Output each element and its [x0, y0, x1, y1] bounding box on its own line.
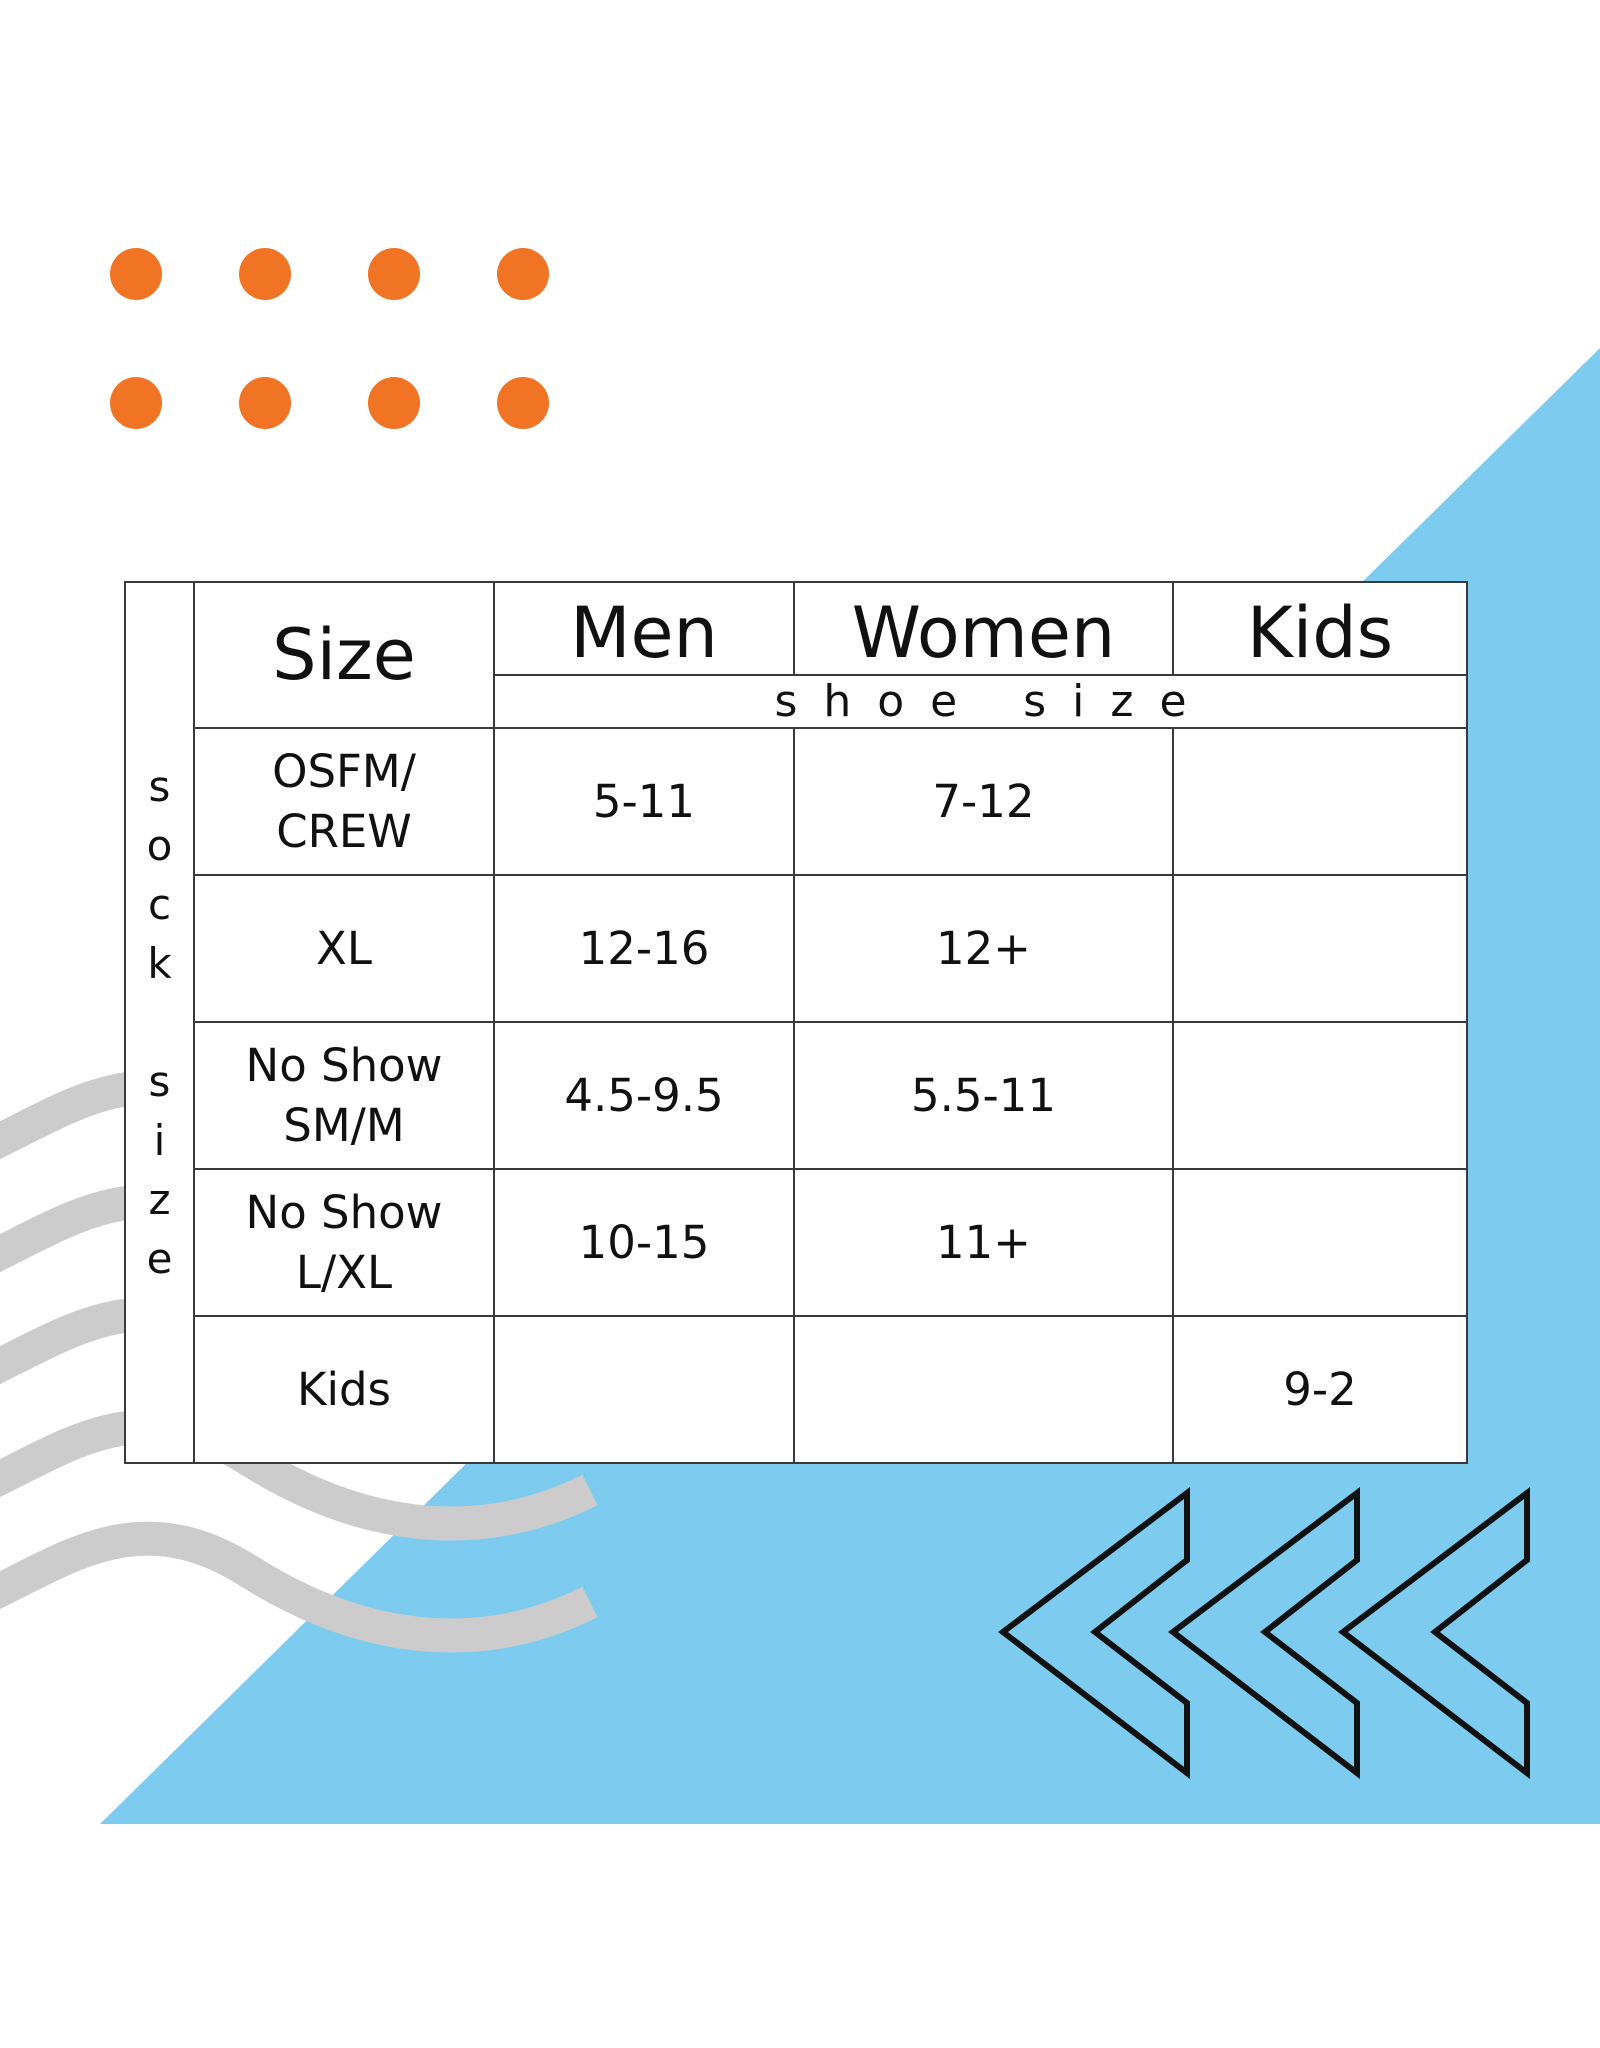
- side-label-letter: s: [148, 1057, 171, 1106]
- size-cell: No Show SM/M: [193, 1021, 495, 1170]
- side-label-letter: i: [153, 1116, 166, 1165]
- circle-icon: [110, 248, 162, 300]
- women-column-header: Women: [793, 581, 1174, 676]
- kids-size-cell: [1172, 1021, 1468, 1170]
- table-row: Kids 9-2: [125, 1315, 1468, 1464]
- double-chevron-left-icon: [1168, 1486, 1360, 1780]
- size-cell: Kids: [193, 1315, 495, 1464]
- women-size-cell: [793, 1315, 1174, 1464]
- chevron-group: [998, 1486, 1530, 1780]
- women-size-cell: 11+: [793, 1168, 1174, 1317]
- side-label-letter: z: [148, 1175, 171, 1224]
- women-size-cell: 12+: [793, 874, 1174, 1023]
- men-size-cell: [493, 1315, 795, 1464]
- side-label-letter: o: [146, 821, 173, 870]
- men-size-cell: 10-15: [493, 1168, 795, 1317]
- circle-icon: [110, 377, 162, 429]
- side-label-letter: s: [148, 762, 171, 811]
- kids-size-cell: [1172, 727, 1468, 876]
- size-column-header: Size: [193, 581, 495, 729]
- side-label-letter: k: [147, 939, 172, 988]
- circle-icon: [239, 377, 291, 429]
- kids-size-cell: 9-2: [1172, 1315, 1468, 1464]
- kids-size-cell: [1172, 1168, 1468, 1317]
- size-cell: No Show L/XL: [193, 1168, 495, 1317]
- side-label-letter: e: [146, 1234, 173, 1283]
- size-cell: XL: [193, 874, 495, 1023]
- table-subheader-row: shoe size: [125, 674, 1468, 729]
- circle-icon: [497, 377, 549, 429]
- men-column-header: Men: [493, 581, 795, 676]
- men-size-cell: 4.5-9.5: [493, 1021, 795, 1170]
- table-row: OSFM/ CREW 5-11 7-12: [125, 727, 1468, 876]
- circle-icon: [368, 377, 420, 429]
- circle-icon: [368, 248, 420, 300]
- wave-line-icon: [0, 1521, 598, 1653]
- men-size-cell: 5-11: [493, 727, 795, 876]
- size-cell: OSFM/ CREW: [193, 727, 495, 876]
- double-chevron-left-icon: [1338, 1486, 1530, 1780]
- double-chevron-left-icon: [998, 1486, 1190, 1780]
- table-row: No Show SM/M 4.5-9.5 5.5-11: [125, 1021, 1468, 1170]
- kids-column-header: Kids: [1172, 581, 1468, 676]
- women-size-cell: 7-12: [793, 727, 1174, 876]
- side-label-letter: c: [147, 880, 172, 929]
- circle-icon: [497, 248, 549, 300]
- table-row: XL 12-16 12+: [125, 874, 1468, 1023]
- dot-grid: [110, 248, 549, 429]
- women-size-cell: 5.5-11: [793, 1021, 1174, 1170]
- circle-icon: [239, 248, 291, 300]
- men-size-cell: 12-16: [493, 874, 795, 1023]
- side-label-letter: [127, 993, 192, 1052]
- table-row: No Show L/XL 10-15 11+: [125, 1168, 1468, 1317]
- kids-size-cell: [1172, 874, 1468, 1023]
- shoe-size-subheader: shoe size: [493, 674, 1468, 729]
